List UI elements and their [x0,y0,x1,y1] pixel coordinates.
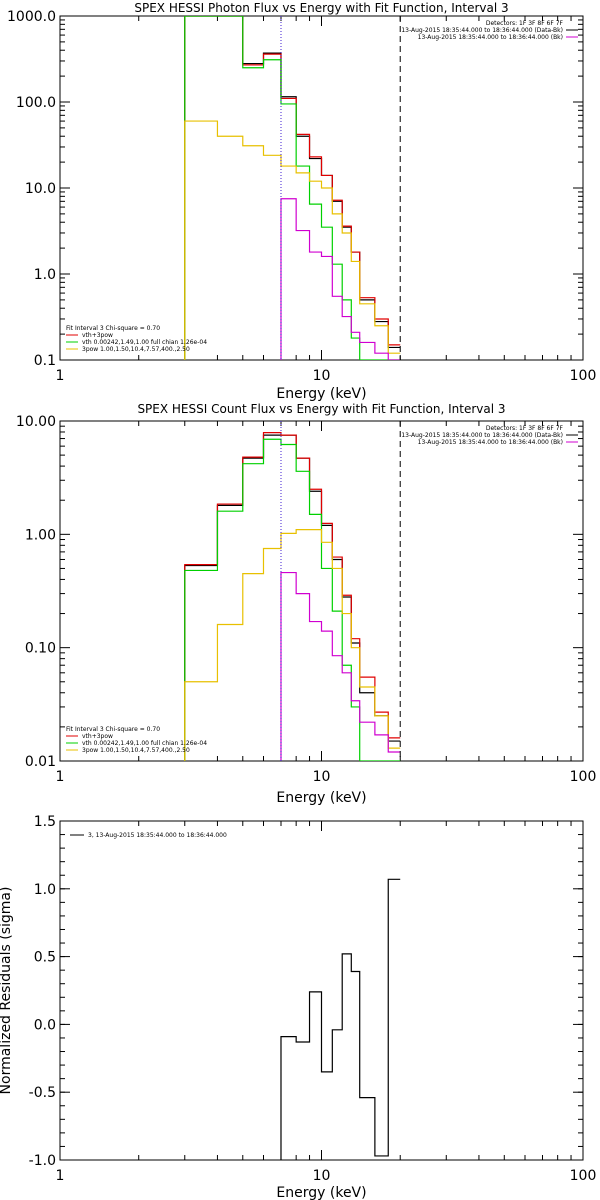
legend-fit-interval-text: Fit Interval 3 Chi-square = 0.70 [66,726,160,733]
y-tick-label: 0.10 [25,641,56,657]
plot-frame [59,820,584,1161]
legend-entry: 3, 13-Aug-2015 18:35:44.000 to 18:36:44.… [88,832,227,839]
y-tick-label: 1000.0 [7,9,56,25]
plot-frame [59,420,584,762]
x-tick-label: 10 [313,368,331,384]
legend-entry: vth+3pow [82,332,113,339]
chart-title: SPEX HESSI Count Flux vs Energy with Fit… [137,402,505,416]
y-tick-label: -0.5 [29,1085,56,1101]
x-axis-label: Energy (keV) [276,790,366,806]
chart-title: SPEX HESSI Photon Flux vs Energy with Fi… [134,1,508,15]
detector-info-text: 13-Aug-2015 18:35:44.000 to 18:36:44.000… [418,34,563,41]
y-tick-label: 10.0 [25,181,56,197]
legend-entry: 3pow 1.00,1.50,10.4,7.57,400.,2.50 [82,346,190,353]
series-3pow-line [184,529,401,761]
y-tick-label: -1.0 [29,1153,56,1169]
x-tick-label: 1 [56,1168,65,1184]
panel-3: 1 10 100 Energy (keV) 1.5 1.0 0.5 0.0 -0.5 -1.0 No… [0,814,596,1200]
y-tick-label: 0.0 [34,1017,56,1033]
series-group [280,878,401,1160]
legend-fit-interval-text: Fit Interval 3 Chi-square = 0.70 [66,325,160,332]
x-axis-label: Energy (keV) [276,1185,366,1200]
series-3pow-line [184,120,401,360]
detector-info-text: 13-Aug-2015 18:35:44.000 to 18:36:44.000… [401,432,563,439]
series-data-line [184,16,401,360]
legend-entry: vth 0.00242,1.49,1.00 full chian 1.26e-0… [82,740,207,747]
series-group [184,16,401,360]
x-tick-label: 100 [570,769,597,785]
panel-1: SPEX HESSI Photon Flux vs Energy with Fi… [7,1,596,402]
y-tick-label: 1.5 [34,814,56,830]
y-tick-label: 1.0 [34,882,56,898]
x-tick-label: 100 [570,1168,597,1184]
legend-entry: 3pow 1.00,1.50,10.4,7.57,400.,2.50 [82,747,190,754]
detector-info-text: Detectors: 1F 3F 8F 6F 7F [486,425,564,432]
detector-info-text: Detectors: 1F 3F 8F 6F 7F [486,20,564,27]
series-3-13-aug-2015-18-35-44-000-to-18-36-44-000-line [280,878,401,1160]
y-tick-label: 1.0 [34,267,56,283]
x-tick-label: 100 [570,368,597,384]
series-group [184,432,401,761]
panel-2: SPEX HESSI Count Flux vs Energy with Fit… [16,402,596,806]
series-background-line [280,571,401,761]
series-vth-3pow-line [184,432,401,761]
detector-info-text: 13-Aug-2015 18:35:44.000 to 18:36:44.000… [418,439,563,446]
x-axis-label: Energy (keV) [276,386,366,402]
x-tick-label: 1 [56,769,65,785]
legend-entry: vth+3pow [82,733,113,740]
series-vth-3pow-line [184,16,401,360]
y-tick-label: 0.1 [34,353,56,369]
x-tick-label: 1 [56,368,65,384]
detector-info-text: 13-Aug-2015 18:35:44.000 to 18:36:44.000… [401,27,563,34]
y-tick-label: 0.01 [25,754,56,770]
series-data-line [184,434,401,761]
y-tick-label: 1.00 [25,527,56,543]
y-tick-label: 10.00 [16,414,56,430]
x-tick-label: 10 [313,769,331,785]
y-axis-label: Normalized Residuals (sigma) [0,887,14,1095]
y-tick-label: 0.5 [34,950,56,966]
series-vth-line [184,16,401,360]
series-background-line [280,198,401,360]
series-vth-line [184,438,401,761]
legend-entry: vth 0.00242,1.49,1.00 full chian 1.26e-0… [82,339,207,346]
x-tick-label: 10 [313,1168,331,1184]
y-tick-label: 100.0 [16,95,56,111]
